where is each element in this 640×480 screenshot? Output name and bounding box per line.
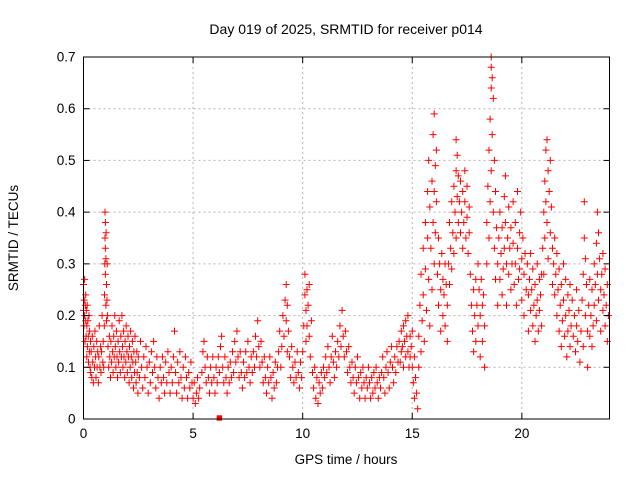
plot-title: Day 019 of 2025, SRMTID for receiver p01… <box>209 21 482 37</box>
x-tick-label: 0 <box>80 426 88 441</box>
plot-border <box>83 56 610 420</box>
y-tick-label: 0 <box>68 412 76 427</box>
scatter-point-square <box>216 415 223 421</box>
y-tick-label: 0.5 <box>57 153 76 168</box>
x-tick-label: 5 <box>189 426 197 441</box>
y-tick-label: 0.6 <box>57 101 76 116</box>
y-tick-label: 0.2 <box>57 308 76 323</box>
y-axis-label: SRMTID / TECUs <box>6 185 21 292</box>
y-tick-label: 0.4 <box>57 205 76 220</box>
x-tick-label: 20 <box>514 426 529 441</box>
grid-layer <box>83 57 610 419</box>
x-tick-label: 10 <box>295 426 310 441</box>
x-tick-label: 15 <box>405 426 420 441</box>
tick-label-layer: 0 5 10 15 20 0 0.1 0.2 0.3 0.4 0.5 0.6 0.7 <box>57 50 530 442</box>
y-tick-label: 0.1 <box>57 360 76 375</box>
axis-layer <box>83 56 610 420</box>
scatter-points-plus <box>80 53 612 413</box>
y-tick-label: 0.7 <box>57 50 76 65</box>
y-tick-label: 0.3 <box>57 256 76 271</box>
x-axis-label: GPS time / hours <box>295 452 398 467</box>
